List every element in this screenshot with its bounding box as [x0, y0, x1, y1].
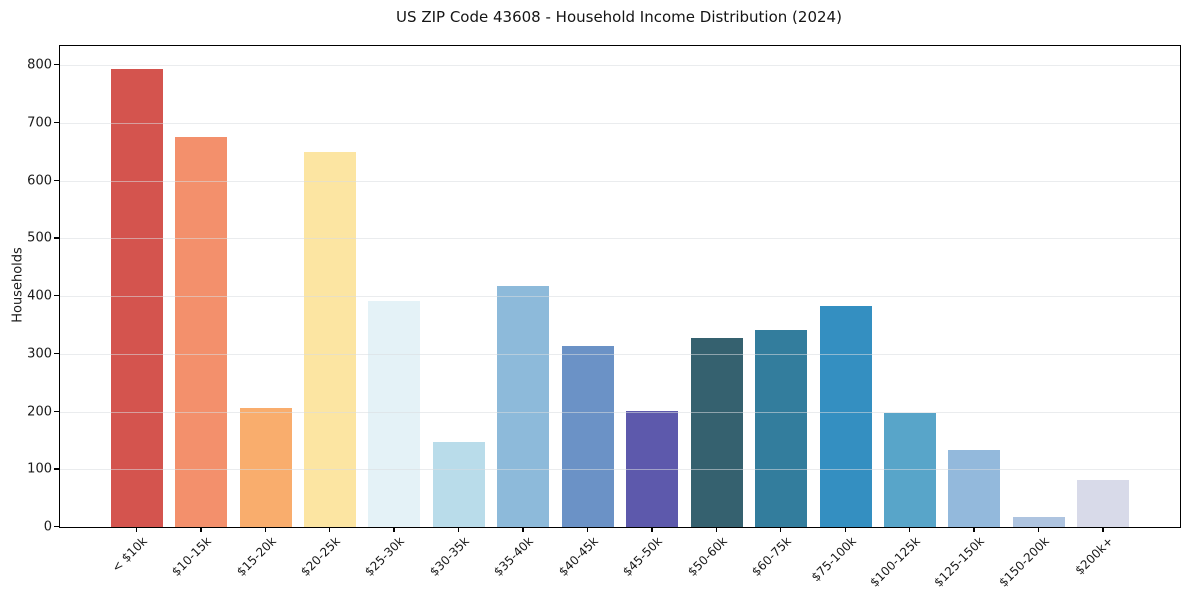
bar-$20-25k — [304, 152, 356, 527]
y-tick-label-800: 800 — [27, 57, 52, 73]
bar-$60-75k — [755, 330, 807, 527]
y-tick-label-600: 600 — [27, 173, 52, 189]
y-tick-400 — [54, 295, 59, 297]
y-tick-label-500: 500 — [27, 230, 52, 246]
chart-title: US ZIP Code 43608 - Household Income Dis… — [396, 8, 842, 26]
x-tick-label-$60-75k: $60-75k — [749, 534, 794, 579]
y-tick-label-200: 200 — [27, 404, 52, 419]
x-tick-$125-150k — [973, 527, 975, 532]
x-tick-label-$100-125k: $100-125k — [867, 534, 923, 590]
x-tick-label-$35-40k: $35-40k — [491, 534, 537, 579]
x-tick-$200k+ — [1102, 527, 1104, 532]
bar-$25-30k — [368, 301, 420, 527]
bar-$40-45k — [562, 346, 614, 527]
y-tick-700 — [54, 121, 59, 124]
y-tick-300 — [54, 352, 59, 355]
x-tick-label-$50-60k: $50-60k — [684, 534, 730, 579]
bar-< $10k — [111, 69, 163, 527]
bar-$125-150k — [948, 450, 1000, 527]
gridline-y-800 — [60, 65, 1180, 67]
x-tick-label-$40-45k: $40-45k — [555, 534, 601, 579]
y-tick-100 — [54, 468, 59, 470]
x-tick-label-$125-150k: $125-150k — [931, 534, 988, 590]
y-tick-label-100: 100 — [27, 461, 52, 477]
y-tick-label-300: 300 — [27, 346, 52, 362]
bar-$200k+ — [1077, 480, 1129, 527]
bar-$75-100k — [820, 306, 872, 527]
x-tick-$45-50k — [651, 527, 653, 532]
bar-$150-200k — [1013, 517, 1065, 527]
x-tick-label-$20-25k: $20-25k — [298, 534, 343, 579]
bar-$50-60k — [691, 338, 743, 527]
bar-$35-40k — [497, 286, 549, 527]
x-tick-label-$25-30k: $25-30k — [362, 534, 408, 579]
y-tick-label-0: 0 — [43, 519, 52, 535]
x-tick-$150-200k — [1037, 527, 1040, 532]
x-tick-label-$150-200k: $150-200k — [996, 534, 1052, 590]
y-tick-200 — [54, 410, 59, 412]
x-tick-label-$75-100k: $75-100k — [808, 534, 859, 585]
gridline-y-400 — [60, 296, 1180, 298]
x-tick-$100-125k — [908, 527, 911, 532]
y-tick-0 — [54, 526, 59, 528]
y-tick-500 — [54, 237, 59, 239]
x-tick-label-$45-50k: $45-50k — [620, 534, 666, 579]
bar-$10-15k — [175, 137, 227, 527]
x-tick-label-$10-15k: $10-15k — [169, 534, 215, 579]
x-tick-$20-25k — [329, 527, 331, 532]
x-tick-$30-35k — [457, 527, 460, 532]
gridline-y-200 — [60, 411, 1180, 413]
x-tick-$10-15k — [200, 527, 202, 532]
y-tick-600 — [54, 179, 59, 181]
gridline-y-100 — [60, 469, 1180, 471]
x-tick-< $10k — [135, 527, 138, 532]
x-tick-$40-45k — [586, 527, 589, 532]
gridline-y-500 — [60, 238, 1180, 240]
y-tick-label-700: 700 — [27, 115, 52, 131]
x-tick-label-< $10k: < $10k — [108, 534, 150, 575]
x-tick-$25-30k — [393, 527, 395, 532]
gridline-y-700 — [60, 122, 1180, 124]
y-axis-label: Households — [10, 247, 26, 323]
bar-$30-35k — [433, 442, 485, 527]
x-tick-$50-60k — [715, 527, 718, 532]
x-tick-label-$30-35k: $30-35k — [426, 534, 472, 579]
x-tick-label-$200k+: $200k+ — [1072, 534, 1117, 578]
x-tick-$60-75k — [780, 527, 782, 532]
y-tick-800 — [54, 64, 59, 66]
gridline-y-600 — [60, 180, 1180, 182]
x-tick-$15-20k — [264, 527, 266, 532]
gridline-y-300 — [60, 353, 1180, 355]
x-tick-$75-100k — [844, 527, 846, 532]
x-tick-$35-40k — [522, 527, 524, 532]
plot-area — [59, 45, 1181, 528]
x-tick-label-$15-20k: $15-20k — [233, 534, 279, 579]
bar-$45-50k — [626, 411, 678, 527]
y-tick-label-400: 400 — [27, 288, 52, 304]
bar-$15-20k — [240, 408, 292, 527]
